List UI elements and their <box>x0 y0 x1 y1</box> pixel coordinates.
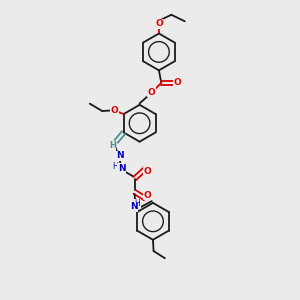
Text: O: O <box>143 167 151 176</box>
Text: H: H <box>112 162 118 171</box>
Text: H: H <box>109 141 116 150</box>
Text: H: H <box>135 199 140 208</box>
Text: O: O <box>148 88 156 97</box>
Text: O: O <box>174 78 182 87</box>
Text: O: O <box>111 106 119 115</box>
Text: N: N <box>116 151 124 160</box>
Text: N: N <box>130 202 138 211</box>
Text: O: O <box>155 19 163 28</box>
Text: N: N <box>118 164 125 172</box>
Text: O: O <box>143 191 151 200</box>
